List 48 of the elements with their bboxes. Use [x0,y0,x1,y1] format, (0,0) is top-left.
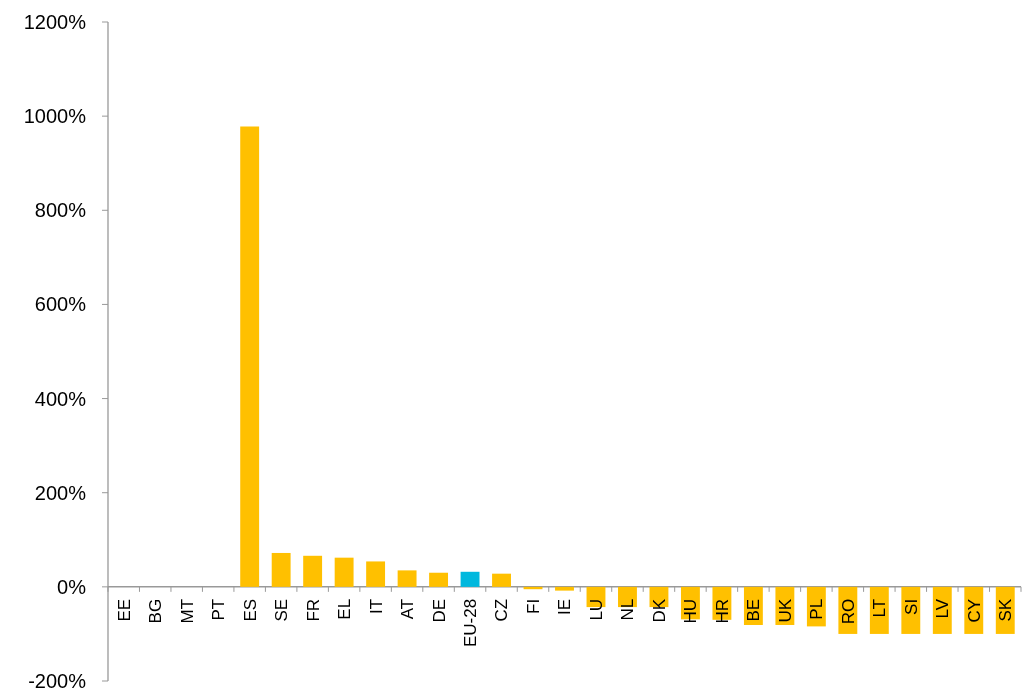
x-tick-label: EL [335,598,355,620]
x-tick-label: IT [366,598,386,614]
x-tick-label: UK [775,598,795,623]
x-tick-label: HR [712,598,732,624]
x-tick-label: LU [586,598,606,621]
x-tick-label: FI [523,598,543,614]
x-tick-label: AT [398,598,418,620]
x-tick-label: EU-28 [461,598,480,648]
bar [429,572,449,587]
bar [555,586,574,591]
x-tick-label: SE [272,598,292,622]
x-tick-label: SK [996,598,1016,622]
x-tick-label: RO [838,598,858,625]
x-tick-label: MT [177,598,197,624]
y-tick-label: -200% [28,670,87,691]
x-tick-label: ES [240,598,260,622]
bar [869,586,889,634]
x-tick-label: SI [901,598,921,615]
y-tick-label: 1000% [23,105,87,128]
x-tick-label: BG [146,598,166,624]
x-tick-label: CY [964,598,984,623]
y-tick-label: 600% [34,293,87,316]
x-tick-label: HU [681,598,701,624]
x-tick-label: FR [303,598,323,622]
x-tick-label: NL [618,598,638,621]
bar [366,561,386,587]
y-tick-label: 800% [34,199,87,222]
y-tick-label: 200% [34,481,87,504]
bar [240,126,260,587]
x-tick-label: CZ [492,598,512,622]
y-tick-label: 1200% [23,11,87,33]
x-tick-label: IE [555,598,575,615]
y-tick-label: 0% [57,575,87,598]
x-tick-label: LV [933,598,953,619]
y-tick-label: 400% [34,387,87,410]
bar [334,557,354,587]
bar [397,570,417,587]
x-tick-label: DK [649,598,669,623]
x-tick-label: EE [114,598,134,622]
bar [271,552,291,587]
x-tick-label: PL [807,598,827,620]
x-tick-label: PT [209,598,229,621]
bar [460,571,480,587]
bar [303,555,323,587]
bar [492,573,511,587]
x-tick-label: BE [744,598,764,622]
x-tick-label: DE [429,598,449,623]
x-tick-label: LT [870,598,890,618]
